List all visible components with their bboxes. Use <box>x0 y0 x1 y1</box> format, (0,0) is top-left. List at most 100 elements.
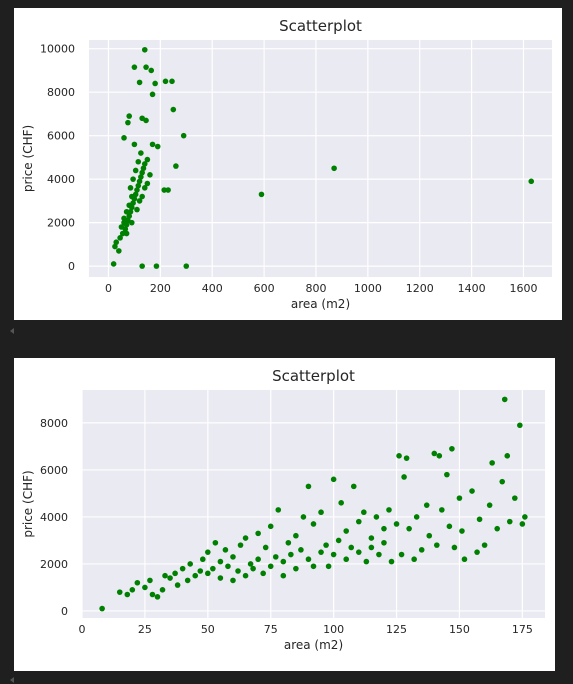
y-axis-label: price (CHF) <box>21 125 35 192</box>
scatter-point <box>230 577 236 584</box>
scatter-point <box>217 575 224 581</box>
scatter-point <box>504 453 511 459</box>
x-tick-label: 800 <box>305 282 326 295</box>
scatter-point <box>184 577 191 584</box>
scatter-point <box>130 176 136 182</box>
scatter-point <box>140 165 147 172</box>
scatter-point <box>393 521 400 527</box>
scatter-point <box>418 547 425 553</box>
y-tick-label: 2000 <box>40 558 68 571</box>
scatter-point <box>318 549 324 555</box>
scatter-point <box>153 263 160 269</box>
scatter-point <box>119 230 126 237</box>
scatter-point <box>436 453 443 459</box>
chart-panel-2: 0 25 50 75 100 125 150 175 0 2000 4000 6000 8000 Scat… <box>14 358 555 671</box>
scatter-point <box>197 568 204 574</box>
scatter-point <box>439 507 445 513</box>
scatter-point <box>280 572 287 579</box>
scatter-point <box>126 213 133 219</box>
scatter-point <box>242 535 249 541</box>
scatter-point <box>368 544 375 551</box>
scatter-point <box>267 523 274 530</box>
scatter-point <box>124 591 131 598</box>
scatter-point <box>139 193 145 200</box>
y-axis-label: price (CHF) <box>21 470 35 537</box>
scatter-point <box>205 549 211 555</box>
scatter-point <box>456 495 463 501</box>
x-tick-label: 0 <box>105 282 112 295</box>
scatter-point <box>135 158 142 165</box>
scatter-point <box>132 167 139 174</box>
y-tick-label: 8000 <box>40 417 68 430</box>
scatter-point <box>199 556 206 563</box>
scatter-point <box>149 591 156 598</box>
scatter-point <box>310 521 317 527</box>
scatter-point <box>121 219 127 226</box>
plot-area <box>89 40 552 277</box>
scatter-point <box>444 471 450 478</box>
scatter-point <box>272 554 279 560</box>
chart-2: 0 25 50 75 100 125 150 175 0 2000 4000 6000 8000 Scat… <box>21 367 545 652</box>
scatter-point <box>149 91 156 98</box>
scatter-point <box>162 572 168 579</box>
scatter-point <box>179 565 186 572</box>
y-tick-label: 0 <box>61 605 68 618</box>
scatter-point <box>388 558 395 565</box>
chart-title: Scatterplot <box>272 367 355 385</box>
scatter-point <box>205 570 211 577</box>
x-tick-label: 200 <box>150 282 171 295</box>
plot-area <box>82 390 545 618</box>
scatter-point <box>247 561 254 567</box>
scatter-point <box>127 208 134 215</box>
scatter-point <box>280 558 287 565</box>
scatter-point <box>363 558 370 565</box>
scatter-point <box>210 565 216 572</box>
scatter-point <box>506 518 513 525</box>
scatter-point <box>373 514 380 520</box>
scatter-point <box>165 187 171 193</box>
scatter-point <box>235 568 241 574</box>
scatter-point <box>267 563 274 570</box>
scatter-point <box>183 263 190 269</box>
scatter-point <box>139 169 145 176</box>
scatter-point <box>293 532 299 539</box>
scroll-left-icon[interactable] <box>10 677 14 683</box>
scatter-point <box>142 584 148 591</box>
scatter-point <box>517 422 523 429</box>
scatter-point <box>348 544 355 551</box>
scatter-point <box>376 551 382 558</box>
scatter-point <box>423 502 430 508</box>
scatter-point <box>118 224 125 230</box>
scatter-point <box>173 163 179 169</box>
scatter-point <box>134 206 140 213</box>
scatter-point <box>489 460 495 466</box>
scatter-point <box>305 483 312 490</box>
scatter-point <box>451 544 458 551</box>
scatter-point <box>255 556 261 563</box>
scatter-point <box>99 605 105 612</box>
scatter-point <box>167 575 173 581</box>
scatter-point <box>396 453 402 459</box>
scatter-point <box>481 542 488 548</box>
scatter-point <box>162 78 169 85</box>
scatter-point <box>459 528 465 534</box>
scatter-point <box>449 445 455 452</box>
scroll-left-icon[interactable] <box>10 328 14 334</box>
scatter-point <box>298 547 304 553</box>
scatter-point <box>154 594 161 600</box>
scatter-point <box>131 141 138 148</box>
scatter-point <box>126 202 133 209</box>
scatter-point <box>135 182 142 189</box>
chart-panel-1: 0 200 400 600 800 1000 1200 1400 1600 0 2000 4000 60… <box>14 8 562 320</box>
y-tick-label: 8000 <box>47 86 75 99</box>
scatter-point <box>343 528 350 534</box>
x-tick-label: 175 <box>512 623 533 636</box>
scatter-point <box>403 455 410 461</box>
scatter-point <box>350 483 357 490</box>
scatter-point <box>125 119 131 126</box>
y-tick-label: 4000 <box>47 173 75 186</box>
scatter-point <box>512 495 518 501</box>
scatter-point <box>192 572 199 579</box>
x-tick-label: 50 <box>201 623 215 636</box>
scatter-point <box>144 180 151 187</box>
